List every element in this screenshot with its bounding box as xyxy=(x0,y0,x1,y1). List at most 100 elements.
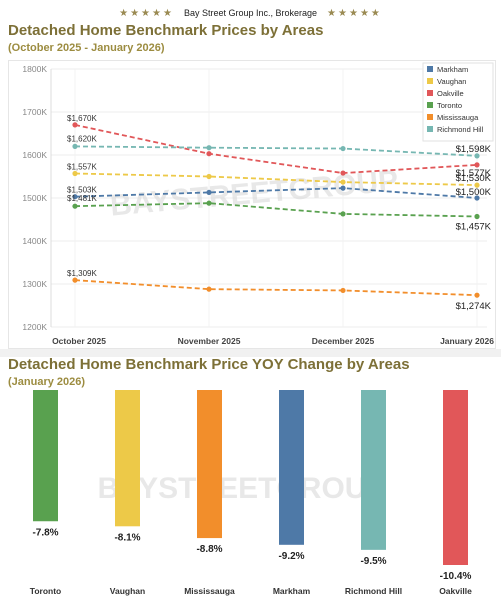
data-point xyxy=(206,151,212,157)
bar-value-label: -8.8% xyxy=(196,544,222,555)
series-line xyxy=(74,172,478,186)
bar-chart-bars xyxy=(33,390,468,565)
data-point xyxy=(340,170,346,176)
bar-value-label: -10.4% xyxy=(440,571,472,582)
series-line xyxy=(74,124,478,174)
bar-chart: BAYSTREETGROUP -7.8% -8.1% -8.8% -9.2% -9.5%… xyxy=(30,390,472,596)
bar-chart-subtitle: (January 2026) xyxy=(8,376,86,388)
data-point xyxy=(474,213,480,220)
legend-swatch xyxy=(427,126,433,132)
series-line xyxy=(74,145,478,157)
brand-name: Bay Street Group Inc., Brokerage xyxy=(183,8,318,18)
bar xyxy=(197,390,222,539)
data-point xyxy=(474,195,480,201)
legend-entry: Vaughan xyxy=(437,77,466,86)
data-point xyxy=(72,170,78,177)
y-tick-label: 1400K xyxy=(22,236,47,246)
bar-category-label: Toronto xyxy=(30,586,61,596)
data-point xyxy=(340,145,346,152)
legend-entry: Mississauga xyxy=(437,113,479,122)
line-chart-panel: 1200K 1300K 1400K 1500K 1600K 1700K 1800K Octo… xyxy=(8,60,496,349)
data-point xyxy=(206,189,212,196)
data-point xyxy=(206,173,212,180)
data-label: $1,577K xyxy=(456,168,492,179)
bar xyxy=(279,390,304,545)
legend-entry: Toronto xyxy=(437,101,462,110)
data-label: $1,620K xyxy=(67,134,97,143)
legend-swatch xyxy=(427,90,433,96)
data-label: $1,500K xyxy=(456,187,492,198)
data-point xyxy=(340,185,346,191)
y-tick-label: 1500K xyxy=(22,193,47,203)
data-point xyxy=(72,143,78,149)
data-label: $1,670K xyxy=(67,114,97,123)
bar-category-label: Oakville xyxy=(439,586,472,596)
line-chart-subtitle: (October 2025 - January 2026) xyxy=(8,42,165,54)
line-chart-legend: Markham Vaughan Oakville Toronto Mississauga… xyxy=(422,62,494,142)
watermark: BAYSTREETGROUP xyxy=(98,472,387,505)
data-point xyxy=(206,200,212,206)
data-label: $1,309K xyxy=(67,269,97,278)
bar-value-label: -9.2% xyxy=(278,551,304,562)
bar-value-label: -8.1% xyxy=(114,532,140,543)
data-point xyxy=(340,287,346,294)
bar-value-label: -9.5% xyxy=(360,556,386,567)
data-label: $1,598K xyxy=(456,144,492,155)
bar-chart-panel: BAYSTREETGROUP -7.8% -8.1% -8.8% -9.2% -9.5%… xyxy=(8,390,494,598)
legend-swatch xyxy=(427,66,433,72)
bar-category-label: Richmond Hill xyxy=(345,586,402,596)
line-chart-title: Detached Home Benchmark Prices by Areas xyxy=(8,22,324,39)
x-tick-label: January 2026 xyxy=(440,336,494,346)
data-label: $1,481K xyxy=(67,194,97,203)
line-chart-y-axis: 1200K 1300K 1400K 1500K 1600K 1700K 1800K xyxy=(22,64,47,332)
data-point xyxy=(474,162,480,168)
data-label: $1,557K xyxy=(67,162,97,171)
series-line xyxy=(74,202,478,218)
line-chart-x-axis: October 2025 November 2025 December 2025 Ja… xyxy=(52,336,494,346)
series-line xyxy=(74,187,478,199)
legend-swatch xyxy=(427,114,433,120)
y-tick-label: 1800K xyxy=(22,64,47,74)
data-label: $1,530K xyxy=(456,173,492,184)
bar xyxy=(115,390,140,527)
data-point xyxy=(206,286,212,292)
x-tick-label: November 2025 xyxy=(178,336,241,346)
legend-box xyxy=(422,62,494,142)
legend-swatch xyxy=(427,102,433,108)
bar-chart-x-axis: Toronto Vaughan Mississauga Markham Richmond… xyxy=(30,586,472,596)
data-point xyxy=(474,292,480,298)
data-point xyxy=(474,182,480,188)
data-point xyxy=(340,179,346,185)
bar-chart-title: Detached Home Benchmark Price YOY Change… xyxy=(8,356,410,373)
bar-category-label: Vaughan xyxy=(110,586,145,596)
legend-entry: Oakville xyxy=(437,89,464,98)
y-tick-label: 1200K xyxy=(22,322,47,332)
line-chart: 1200K 1300K 1400K 1500K 1600K 1700K 1800K Octo… xyxy=(22,62,494,346)
line-chart-series xyxy=(72,122,480,298)
y-tick-label: 1700K xyxy=(22,107,47,117)
data-point xyxy=(206,145,212,151)
stars-left: ★★★★★ xyxy=(119,8,174,19)
legend-swatch xyxy=(427,78,433,84)
data-point xyxy=(72,122,78,128)
section-divider xyxy=(0,349,501,357)
data-point xyxy=(72,203,78,209)
legend-entry: Richmond Hill xyxy=(437,125,484,134)
bar-category-label: Mississauga xyxy=(184,586,235,596)
bar xyxy=(361,390,386,550)
line-chart-data-labels: $1,503K $1,500K $1,557K $1,530K $1,670K $1,57… xyxy=(67,114,492,312)
data-label: $1,274K xyxy=(456,301,492,312)
stars-right: ★★★★★ xyxy=(327,8,382,19)
data-point xyxy=(72,277,78,283)
series-line xyxy=(74,279,478,297)
brand-header: ★★★★★ Bay Street Group Inc., Brokerage ★… xyxy=(0,0,501,24)
y-tick-label: 1300K xyxy=(22,279,47,289)
data-point xyxy=(474,153,480,159)
legend-entry: Markham xyxy=(437,65,468,74)
bar-value-label: -7.8% xyxy=(32,527,58,538)
x-tick-label: December 2025 xyxy=(312,336,375,346)
data-label: $1,503K xyxy=(67,186,97,195)
bar xyxy=(33,390,58,522)
x-tick-label: October 2025 xyxy=(52,336,106,346)
bar xyxy=(443,390,468,565)
